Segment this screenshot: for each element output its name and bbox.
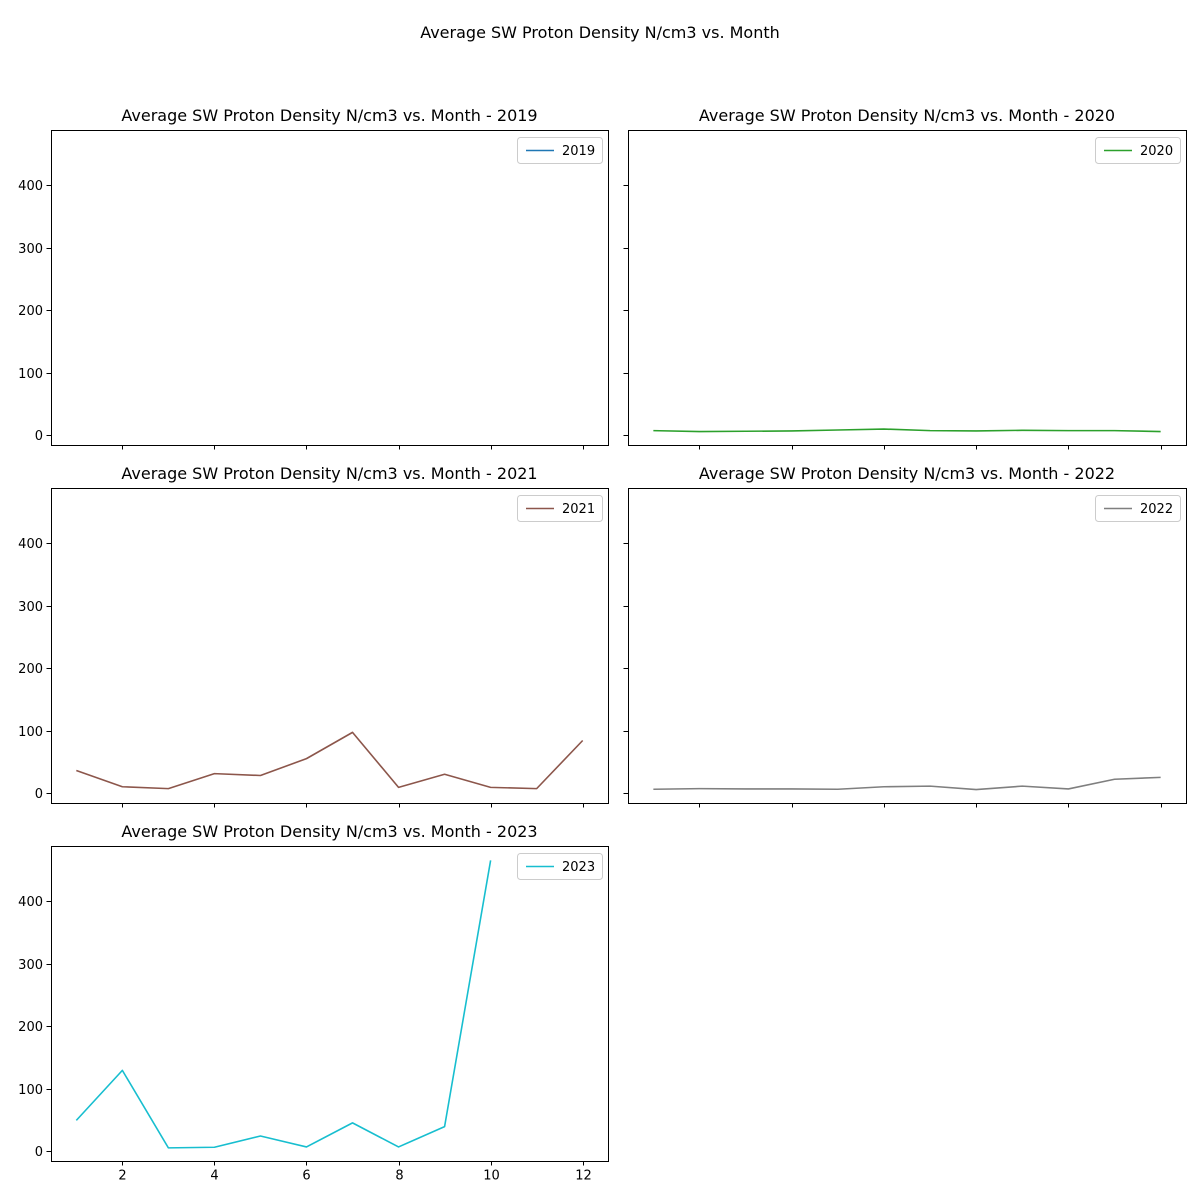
y-tick-label: 400 <box>18 179 43 194</box>
series-line-2022 <box>653 776 1161 791</box>
legend-label: 2023 <box>562 860 595 875</box>
y-tick-label: 400 <box>18 537 43 552</box>
axes-frame <box>51 130 609 446</box>
y-tick-label: 400 <box>18 895 43 910</box>
legend: 2023 <box>517 853 603 880</box>
legend-label: 2022 <box>1140 502 1173 517</box>
panel-title: Average SW Proton Density N/cm3 vs. Mont… <box>699 464 1115 483</box>
x-tick-label: 10 <box>483 1169 500 1184</box>
legend-label: 2019 <box>562 144 595 159</box>
legend-box <box>517 853 603 880</box>
chart-panel-1: Average SW Proton Density N/cm3 vs. Mont… <box>623 106 1187 450</box>
y-tick-label: 0 <box>35 429 43 444</box>
series-line-2021 <box>76 731 584 790</box>
axes-frame <box>628 488 1187 804</box>
panel-title: Average SW Proton Density N/cm3 vs. Mont… <box>121 106 537 125</box>
series-line-2020 <box>653 428 1161 433</box>
legend: 2021 <box>517 495 603 522</box>
legend-label: 2020 <box>1140 144 1173 159</box>
y-tick-label: 0 <box>35 1145 43 1160</box>
chart-panel-3: Average SW Proton Density N/cm3 vs. Mont… <box>623 464 1187 808</box>
x-tick-label: 4 <box>210 1169 218 1184</box>
y-tick-label: 200 <box>18 662 43 677</box>
legend: 2020 <box>1095 137 1181 164</box>
chart-panel-0: Average SW Proton Density N/cm3 vs. Mont… <box>18 106 609 450</box>
series-line-2023 <box>75 860 492 1149</box>
legend-box <box>1095 137 1181 164</box>
panel-title: Average SW Proton Density N/cm3 vs. Mont… <box>121 822 537 841</box>
axes-frame <box>51 488 609 804</box>
y-tick-label: 300 <box>18 600 43 615</box>
y-tick-label: 100 <box>18 725 43 740</box>
panel-title: Average SW Proton Density N/cm3 vs. Mont… <box>699 106 1115 125</box>
x-tick-label: 2 <box>118 1169 126 1184</box>
y-tick-label: 100 <box>18 1083 43 1098</box>
legend: 2019 <box>517 137 603 164</box>
legend-box <box>517 137 603 164</box>
y-tick-label: 300 <box>18 242 43 257</box>
y-tick-label: 200 <box>18 304 43 319</box>
axes-frame <box>628 130 1187 446</box>
chart-panel-2: Average SW Proton Density N/cm3 vs. Mont… <box>18 464 609 808</box>
x-tick-label: 12 <box>575 1169 592 1184</box>
y-tick-label: 0 <box>35 787 43 802</box>
legend-box <box>517 495 603 522</box>
x-tick-label: 6 <box>302 1169 310 1184</box>
y-tick-label: 300 <box>18 958 43 973</box>
legend: 2022 <box>1095 495 1181 522</box>
legend-label: 2021 <box>562 502 595 517</box>
axes-frame <box>51 846 609 1162</box>
panel-title: Average SW Proton Density N/cm3 vs. Mont… <box>121 464 537 483</box>
y-tick-label: 100 <box>18 367 43 382</box>
legend-box <box>1095 495 1181 522</box>
x-tick-label: 8 <box>395 1169 403 1184</box>
figure-suptitle: Average SW Proton Density N/cm3 vs. Mont… <box>420 23 780 42</box>
y-tick-label: 200 <box>18 1020 43 1035</box>
chart-panel-4: Average SW Proton Density N/cm3 vs. Mont… <box>18 822 609 1184</box>
